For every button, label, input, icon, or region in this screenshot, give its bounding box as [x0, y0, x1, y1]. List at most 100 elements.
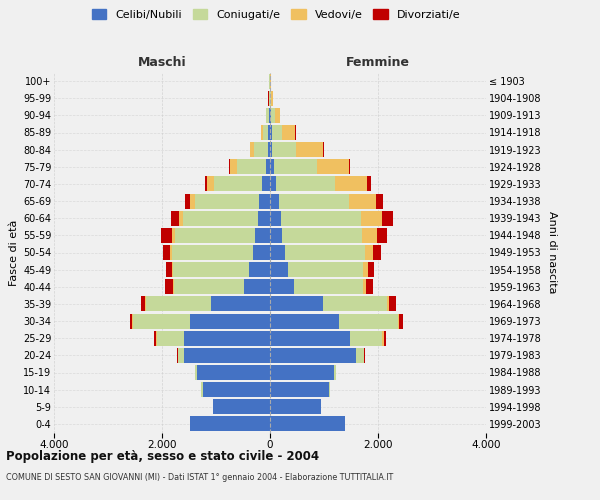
- Bar: [170, 210, 179, 226]
- Bar: [270, 399, 321, 414]
- Bar: [349, 159, 350, 174]
- Bar: [270, 262, 289, 277]
- Bar: [271, 90, 273, 106]
- Bar: [170, 245, 172, 260]
- Bar: [364, 262, 368, 277]
- Bar: [190, 416, 270, 432]
- Bar: [289, 262, 364, 277]
- Bar: [203, 382, 270, 397]
- Y-axis label: Anni di nascita: Anni di nascita: [547, 211, 557, 294]
- Bar: [270, 382, 329, 397]
- Text: Femmine: Femmine: [346, 56, 410, 69]
- Bar: [329, 382, 330, 397]
- Bar: [133, 314, 190, 328]
- Bar: [268, 142, 270, 157]
- Bar: [174, 279, 244, 294]
- Bar: [258, 210, 270, 226]
- Bar: [185, 194, 190, 208]
- Bar: [349, 194, 376, 208]
- Bar: [382, 210, 393, 226]
- Bar: [361, 210, 382, 226]
- Bar: [323, 296, 387, 312]
- Bar: [172, 245, 253, 260]
- Bar: [155, 330, 157, 346]
- Bar: [368, 262, 374, 277]
- Bar: [256, 228, 270, 243]
- Bar: [272, 125, 282, 140]
- Bar: [259, 194, 270, 208]
- Text: Maschi: Maschi: [137, 56, 187, 69]
- Bar: [377, 228, 387, 243]
- Text: Popolazione per età, sesso e stato civile - 2004: Popolazione per età, sesso e stato civil…: [6, 450, 319, 463]
- Bar: [263, 125, 268, 140]
- Bar: [366, 279, 373, 294]
- Bar: [154, 330, 155, 346]
- Bar: [362, 228, 377, 243]
- Bar: [335, 176, 367, 192]
- Bar: [356, 348, 364, 363]
- Bar: [268, 125, 270, 140]
- Bar: [384, 330, 386, 346]
- Bar: [166, 262, 172, 277]
- Bar: [284, 245, 365, 260]
- Bar: [184, 348, 270, 363]
- Bar: [161, 228, 172, 243]
- Bar: [253, 245, 270, 260]
- Bar: [262, 176, 270, 192]
- Bar: [266, 159, 270, 174]
- Bar: [387, 296, 389, 312]
- Bar: [270, 228, 282, 243]
- Bar: [270, 314, 339, 328]
- Bar: [249, 262, 270, 277]
- Bar: [270, 245, 284, 260]
- Bar: [281, 210, 361, 226]
- Bar: [270, 296, 323, 312]
- Bar: [276, 176, 335, 192]
- Bar: [270, 365, 334, 380]
- Bar: [269, 108, 270, 123]
- Legend: Celibi/Nubili, Coniugati/e, Vedovi/e, Divorziati/e: Celibi/Nubili, Coniugati/e, Vedovi/e, Di…: [88, 6, 464, 23]
- Text: COMUNE DI SESTO SAN GIOVANNI (MI) - Dati ISTAT 1° gennaio 2004 - Elaborazione TU: COMUNE DI SESTO SAN GIOVANNI (MI) - Dati…: [6, 472, 393, 482]
- Bar: [175, 228, 256, 243]
- Bar: [244, 279, 270, 294]
- Bar: [179, 210, 183, 226]
- Bar: [270, 416, 344, 432]
- Bar: [163, 245, 170, 260]
- Bar: [296, 142, 323, 157]
- Bar: [272, 142, 296, 157]
- Bar: [270, 330, 350, 346]
- Bar: [270, 279, 294, 294]
- Bar: [294, 279, 364, 294]
- Bar: [207, 176, 214, 192]
- Y-axis label: Fasce di età: Fasce di età: [8, 220, 19, 286]
- Bar: [334, 365, 336, 380]
- Bar: [190, 194, 195, 208]
- Bar: [266, 108, 269, 123]
- Bar: [211, 296, 270, 312]
- Bar: [254, 142, 268, 157]
- Bar: [274, 159, 317, 174]
- Bar: [280, 194, 349, 208]
- Bar: [214, 399, 270, 414]
- Bar: [271, 108, 275, 123]
- Bar: [282, 125, 295, 140]
- Bar: [282, 228, 362, 243]
- Bar: [205, 176, 207, 192]
- Bar: [270, 210, 281, 226]
- Bar: [367, 176, 371, 192]
- Bar: [157, 330, 184, 346]
- Bar: [202, 382, 203, 397]
- Bar: [364, 279, 366, 294]
- Bar: [195, 194, 259, 208]
- Bar: [350, 330, 382, 346]
- Bar: [270, 142, 272, 157]
- Bar: [197, 365, 270, 380]
- Bar: [190, 314, 270, 328]
- Bar: [365, 245, 373, 260]
- Bar: [172, 262, 173, 277]
- Bar: [270, 348, 356, 363]
- Bar: [270, 125, 272, 140]
- Bar: [237, 159, 266, 174]
- Bar: [141, 296, 145, 312]
- Bar: [399, 314, 403, 328]
